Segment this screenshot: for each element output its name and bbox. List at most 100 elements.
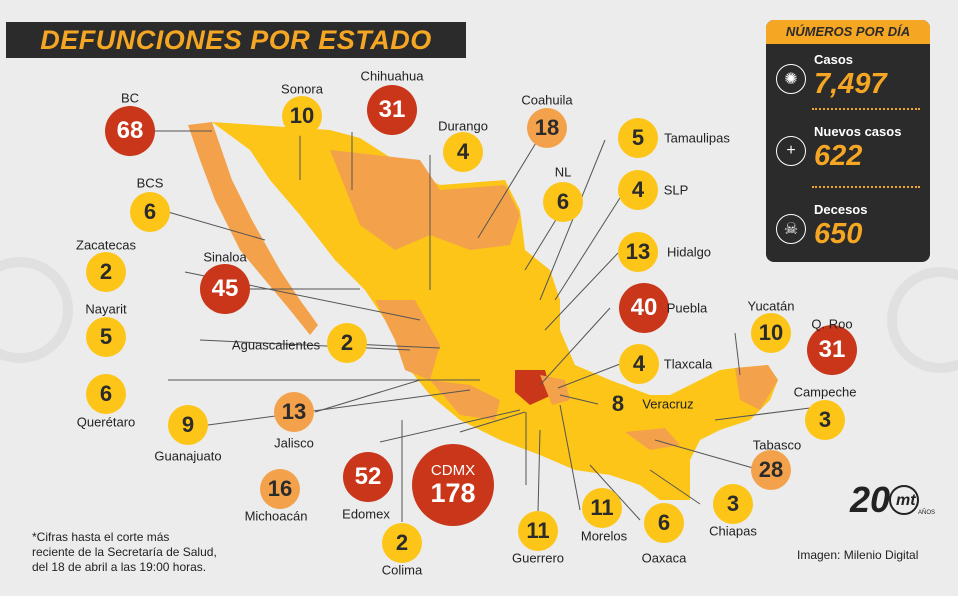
state-label-tlaxcala: Tlaxcala — [663, 356, 713, 372]
state-circle-aguascalientes: 2 — [327, 323, 367, 363]
state-value-cdmx: 178 — [430, 478, 476, 508]
daily-numbers-panel: NÚMEROS POR DÍA ✺ Casos 7,497 + Nuevos c… — [766, 20, 930, 262]
michoacan-shape — [430, 380, 500, 420]
coahuila-shape — [430, 185, 520, 250]
footnote-line: reciente de la Secretaría de Salud, — [32, 545, 217, 559]
stat-deaths: ☠ Decesos 650 — [776, 202, 926, 262]
state-circle-tamaulipas: 5 — [618, 118, 658, 158]
state-circle-puebla: 40 — [619, 283, 669, 333]
state-circle-sinaloa: 45 — [200, 264, 250, 314]
stat-value: 7,497 — [814, 68, 887, 100]
quintana-roo-shape — [735, 365, 778, 410]
state-circle-slp: 4 — [618, 170, 658, 210]
footnote: *Cifras hasta el corte más reciente de l… — [32, 530, 217, 575]
state-circle-oaxaca: 6 — [644, 503, 684, 543]
state-label-cdmx: CDMX — [430, 462, 476, 479]
state-circle-coahuila: 18 — [527, 108, 567, 148]
tabasco-shape — [625, 428, 680, 450]
logo-brand: mt — [896, 492, 916, 509]
stat-cases: ✺ Casos 7,497 — [776, 52, 926, 112]
state-circle-bcs: 6 — [130, 192, 170, 232]
state-circle-chihuahua: 31 — [367, 85, 417, 135]
state-label-queretaro: Querétaro — [76, 414, 136, 430]
footnote-line: del 18 de abril a las 19:00 horas. — [32, 560, 207, 574]
state-circle-cdmx: CDMX 178 — [412, 444, 494, 526]
leader-lines — [140, 127, 811, 522]
state-label-coahuila: Coahuila — [521, 92, 573, 108]
state-label-sinaloa: Sinaloa — [203, 249, 247, 265]
state-label-guanajuato: Guanajuato — [154, 448, 222, 464]
jalisco-shape — [375, 300, 440, 380]
state-label-edomex: Edomex — [342, 506, 390, 522]
state-circle-tlaxcala: 4 — [619, 344, 659, 384]
state-label-slp: SLP — [663, 182, 689, 198]
skull-icon: ☠ — [776, 214, 806, 244]
state-circle-queretaro: 6 — [86, 374, 126, 414]
state-circle-nl: 6 — [543, 182, 583, 222]
state-label-bc: BC — [120, 90, 140, 106]
anniversary-logo: 20 mt AÑOS — [849, 479, 935, 520]
state-label-tamaulipas: Tamaulipas — [664, 130, 730, 146]
state-label-puebla: Puebla — [666, 300, 708, 316]
state-circle-campeche: 3 — [805, 400, 845, 440]
state-circle-zacatecas: 2 — [86, 252, 126, 292]
state-circle-nayarit: 5 — [86, 317, 126, 357]
background-virus-icon — [887, 267, 958, 373]
state-circle-edomex: 52 — [343, 452, 393, 502]
state-label-jalisco: Jalisco — [274, 435, 314, 451]
state-label-veracruz: Veracruz — [642, 396, 694, 412]
state-circle-guanajuato: 9 — [168, 405, 208, 445]
state-label-oaxaca: Oaxaca — [641, 550, 687, 566]
state-label-nayarit: Nayarit — [85, 301, 127, 317]
virus-icon: ✺ — [776, 64, 806, 94]
state-label-durango: Durango — [438, 118, 488, 134]
stat-label: Casos — [814, 52, 854, 67]
state-circle-bc: 68 — [105, 106, 155, 156]
puebla-shape — [540, 375, 570, 405]
state-circle-colima: 2 — [382, 523, 422, 563]
state-label-campeche: Campeche — [793, 384, 857, 400]
state-circle-q-roo: 31 — [807, 325, 857, 375]
state-label-bcs: BCS — [136, 175, 164, 191]
divider — [812, 108, 920, 110]
background-virus-icon — [0, 257, 73, 363]
state-circle-tabasco: 28 — [751, 450, 791, 490]
panel-heading: NÚMEROS POR DÍA — [766, 20, 930, 44]
state-circle-hidalgo: 13 — [618, 232, 658, 272]
state-label-q-roo: Q. Roo — [811, 316, 853, 332]
state-circle-jalisco: 13 — [274, 392, 314, 432]
state-label-zacatecas: Zacatecas — [76, 237, 136, 253]
state-circle-sonora: 10 — [282, 96, 322, 136]
image-credit: Imagen: Milenio Digital — [797, 548, 919, 562]
state-label-morelos: Morelos — [580, 528, 628, 544]
page-title: DEFUNCIONES POR ESTADO — [6, 22, 466, 58]
state-label-hidalgo: Hidalgo — [666, 244, 712, 260]
state-label-nl: NL — [554, 164, 572, 180]
logo-ring — [889, 485, 919, 515]
state-circle-yucatan: 10 — [751, 313, 791, 353]
state-label-yucatan: Yucatán — [747, 298, 795, 314]
stat-value: 650 — [814, 218, 863, 250]
state-label-sonora: Sonora — [281, 81, 323, 97]
state-circle-chiapas: 3 — [713, 484, 753, 524]
baja-california-shape — [188, 122, 318, 335]
footnote-line: *Cifras hasta el corte más — [32, 530, 170, 544]
stat-label: Decesos — [814, 202, 868, 217]
logo-number: 20 — [849, 479, 890, 520]
state-label-guerrero: Guerrero — [511, 550, 565, 566]
state-label-colima: Colima — [381, 562, 423, 578]
stat-value: 622 — [814, 140, 863, 172]
state-circle-guerrero: 11 — [518, 511, 558, 551]
state-circle-morelos: 11 — [582, 488, 622, 528]
chihuahua-shape — [330, 150, 440, 250]
plus-icon: + — [776, 136, 806, 166]
state-label-aguascalientes: Aguascalientes — [231, 337, 321, 353]
state-circle-veracruz: 8 — [598, 384, 638, 424]
logo-sub: AÑOS — [918, 509, 935, 516]
state-label-michoacan: Michoacán — [244, 508, 308, 524]
state-circle-michoacan: 16 — [260, 469, 300, 509]
state-label-chihuahua: Chihuahua — [360, 68, 424, 84]
state-label-chiapas: Chiapas — [709, 523, 757, 539]
divider — [812, 186, 920, 188]
